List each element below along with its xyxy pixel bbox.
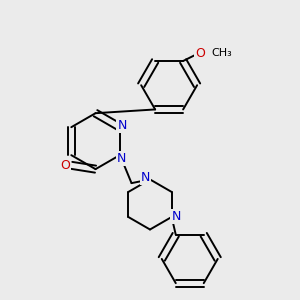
Text: N: N: [117, 119, 127, 132]
Text: N: N: [141, 172, 150, 184]
Text: O: O: [60, 159, 70, 172]
Text: N: N: [116, 152, 126, 165]
Text: O: O: [195, 47, 205, 60]
Text: N: N: [171, 211, 181, 224]
Text: CH₃: CH₃: [212, 48, 232, 58]
